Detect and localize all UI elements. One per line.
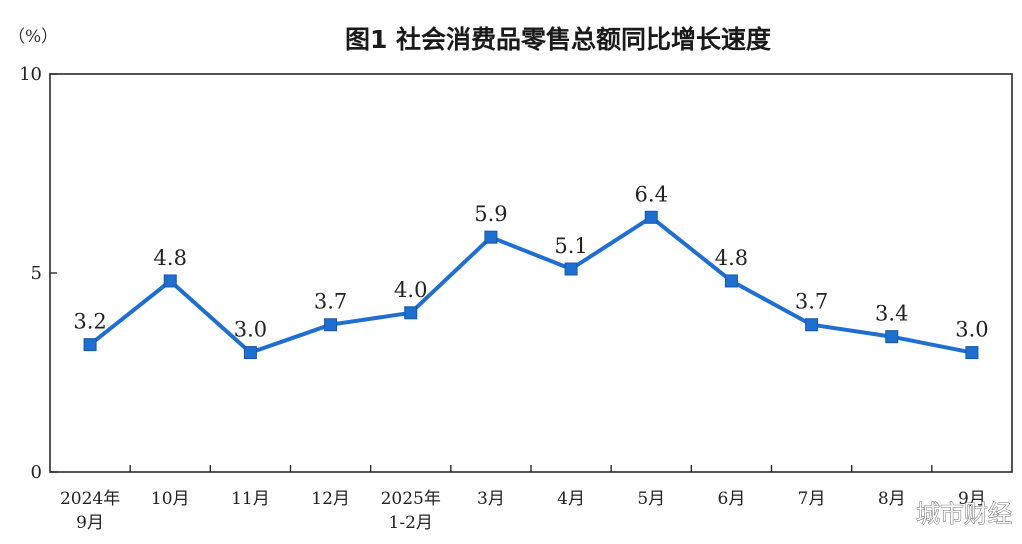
x-tick-label: 1-2月	[389, 513, 433, 533]
x-tick-label: 9月	[958, 489, 986, 509]
data-labels: 3.2 4.8 3.0 3.7 4.0 5.9 5.1 6.4 4.8 3.7 3.4 3.0	[73, 182, 988, 341]
data-point-marker	[243, 346, 257, 360]
data-label: 5.9	[474, 202, 507, 226]
x-tick-label: 2024年	[60, 489, 120, 509]
data-label: 3.2	[73, 310, 106, 334]
y-tick-label: 5	[31, 263, 42, 284]
x-tick-label: 10月	[151, 489, 190, 509]
y-tick-label: 0	[31, 462, 42, 483]
data-point-marker	[404, 306, 418, 320]
x-tick-label: 8月	[878, 489, 906, 509]
x-tick-label: 5月	[637, 489, 665, 509]
data-label: 3.4	[875, 302, 908, 326]
data-label: 3.7	[314, 290, 347, 314]
data-point-marker	[965, 346, 979, 360]
y-unit-label: （%）	[8, 27, 58, 47]
x-tick-label: 11月	[231, 489, 270, 509]
data-label: 4.8	[154, 246, 187, 270]
data-point-marker	[163, 274, 177, 288]
data-label: 3.0	[955, 318, 988, 342]
x-tick-label: 7月	[798, 489, 826, 509]
x-tick-label: 3月	[477, 489, 505, 509]
data-label: 3.0	[234, 318, 267, 342]
data-point-marker	[724, 274, 738, 288]
axes: 0 5 10	[19, 64, 1013, 483]
data-point-marker	[83, 338, 97, 352]
data-label: 5.1	[554, 234, 587, 258]
x-tick-label: 2025年	[381, 489, 441, 509]
data-point-marker	[885, 330, 899, 344]
data-point-marker	[484, 230, 498, 244]
chart-title: 图1 社会消费品零售总额同比增长速度	[345, 25, 771, 54]
series-line	[83, 210, 979, 360]
plot-frame	[49, 73, 1013, 473]
data-point-marker	[644, 210, 658, 224]
series-line-path	[88, 215, 974, 355]
data-label: 4.0	[394, 278, 427, 302]
data-point-marker	[805, 318, 819, 332]
data-label: 4.8	[715, 246, 748, 270]
x-tick-label: 4月	[557, 489, 585, 509]
y-tick-label: 10	[19, 64, 42, 85]
x-tick-label: 12月	[311, 489, 350, 509]
x-tick-label: 6月	[718, 489, 746, 509]
x-tick-label: 9月	[76, 513, 104, 533]
data-label: 6.4	[635, 182, 668, 206]
x-tick-labels: 2024年 9月 10月 11月 12月 2025年 1-2月 3月 4月 5月 6月 7月 8月 9月	[60, 489, 986, 533]
data-point-marker	[324, 318, 338, 332]
watermark-text: 城市财经	[916, 500, 1012, 528]
data-label: 3.7	[795, 290, 828, 314]
data-point-marker	[564, 262, 578, 276]
